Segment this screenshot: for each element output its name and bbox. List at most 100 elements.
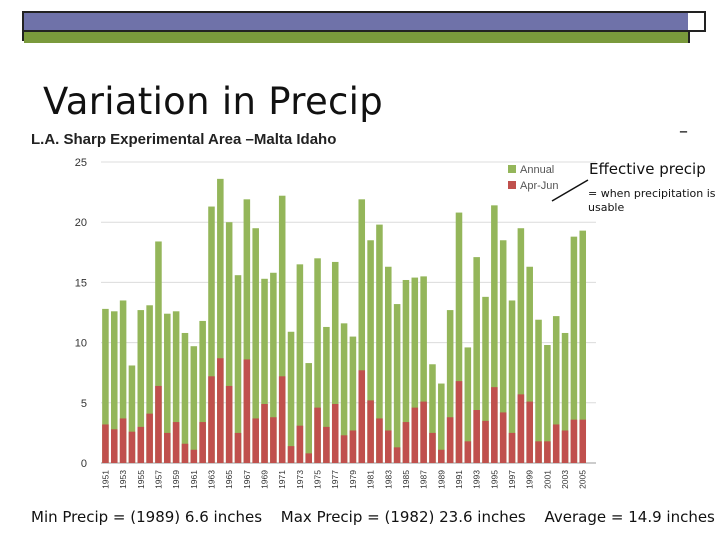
annual-bar-1951 bbox=[102, 308, 109, 463]
annual-bar-1983 bbox=[385, 266, 392, 463]
annual-bar-1998 bbox=[517, 228, 525, 463]
annual-bar-1962 bbox=[199, 320, 206, 463]
chart-title: L.A. Sharp Experimental Area –Malta Idah… bbox=[31, 131, 337, 148]
axis-layer: 0 5 10 15 20 25 1951 1953 1955 1957 1959 1961 1963 19… bbox=[75, 157, 588, 489]
aprjun-bar-1959 bbox=[172, 422, 180, 463]
annual-bar-1952 bbox=[110, 311, 118, 463]
aprjun-bar-1963 bbox=[208, 376, 215, 463]
aprjun-bar-1962 bbox=[199, 422, 206, 463]
annotation-pointer-line bbox=[551, 179, 589, 202]
aprjun-bar-1999 bbox=[526, 401, 533, 463]
aprjun-bar-1994 bbox=[482, 420, 489, 463]
aprjun-bar-1975 bbox=[314, 407, 321, 463]
x-tick-label: 2005 bbox=[578, 470, 588, 489]
annual-bar-1955 bbox=[137, 310, 145, 463]
annual-bar-1999 bbox=[526, 266, 533, 463]
header-corner-square-lower bbox=[688, 30, 706, 43]
annual-bar-1976 bbox=[323, 326, 330, 463]
x-tick-label: 1967 bbox=[242, 470, 252, 489]
aprjun-bar-1987 bbox=[420, 401, 427, 463]
annual-bar-1981 bbox=[367, 240, 374, 463]
aprjun-bar-1991 bbox=[455, 381, 463, 463]
legend-label-1: Apr-Jun bbox=[520, 180, 559, 192]
aprjun-bar-1953 bbox=[119, 418, 127, 463]
y-tick-label: 5 bbox=[81, 398, 87, 410]
annual-bar-1990 bbox=[446, 310, 454, 463]
aprjun-bar-1970 bbox=[270, 417, 277, 463]
annual-bar-2001 bbox=[544, 345, 551, 463]
legend-swatch-0 bbox=[508, 165, 516, 173]
aprjun-bar-1961 bbox=[190, 449, 198, 463]
x-tick-label: 2003 bbox=[560, 470, 570, 489]
min-precip-text: Min Precip = (1989) 6.6 inches bbox=[31, 508, 263, 526]
aprjun-bar-1958 bbox=[164, 432, 171, 463]
aprjun-bar-1960 bbox=[181, 443, 189, 463]
annual-bar-1979 bbox=[349, 336, 357, 463]
aprjun-bar-1989 bbox=[438, 449, 445, 463]
annual-bar-1957 bbox=[155, 241, 162, 463]
aprjun-bar-1985 bbox=[402, 422, 410, 463]
x-tick-label: 1953 bbox=[118, 470, 128, 489]
aprjun-bar-2004 bbox=[570, 419, 578, 463]
x-tick-label: 1999 bbox=[525, 470, 535, 489]
aprjun-bar-1986 bbox=[411, 407, 419, 463]
annual-bar-1966 bbox=[234, 275, 242, 463]
y-tick-label: 20 bbox=[75, 217, 87, 229]
aprjun-bar-2000 bbox=[535, 441, 542, 463]
legend-label-0: Annual bbox=[520, 164, 554, 176]
y-tick-label: 0 bbox=[81, 458, 87, 470]
aprjun-bar-1996 bbox=[499, 412, 507, 463]
annual-bar-1991 bbox=[455, 212, 463, 463]
slide-header-bar bbox=[22, 11, 706, 43]
annual-bar-2000 bbox=[535, 319, 542, 463]
annual-bar-1954 bbox=[128, 365, 136, 463]
annual-bar-1986 bbox=[411, 277, 419, 463]
y-tick-label: 10 bbox=[75, 338, 87, 350]
x-tick-label: 1987 bbox=[419, 470, 429, 489]
x-tick-label: 1973 bbox=[295, 470, 305, 489]
aprjun-bar-1957 bbox=[155, 385, 162, 463]
annual-bar-1978 bbox=[340, 323, 348, 463]
annual-bar-1974 bbox=[305, 363, 312, 463]
x-tick-label: 2001 bbox=[542, 470, 552, 489]
legend-swatch-1 bbox=[508, 181, 516, 189]
annual-bar-1969 bbox=[261, 278, 268, 463]
annual-bar-1996 bbox=[499, 240, 507, 463]
annual-bar-1982 bbox=[376, 224, 383, 463]
annual-bar-1973 bbox=[296, 264, 304, 463]
aprjun-bar-1971 bbox=[278, 376, 286, 463]
annual-bar-1953 bbox=[119, 300, 127, 463]
annual-bar-1988 bbox=[429, 364, 436, 463]
aprjun-bar-1952 bbox=[110, 429, 118, 463]
annual-bar-1956 bbox=[146, 305, 153, 463]
annual-bar-1989 bbox=[438, 383, 445, 463]
bars-layer bbox=[102, 178, 587, 464]
aprjun-bar-1967 bbox=[243, 359, 251, 463]
y-tick-label: 25 bbox=[75, 157, 87, 169]
aprjun-bar-1983 bbox=[385, 430, 392, 463]
aprjun-bar-1988 bbox=[429, 432, 436, 463]
annual-bar-1971 bbox=[278, 195, 286, 463]
average-precip-text: Average = 14.9 inches bbox=[544, 508, 715, 526]
annual-bar-1963 bbox=[208, 206, 215, 464]
x-tick-label: 1965 bbox=[224, 470, 234, 489]
x-tick-label: 1985 bbox=[401, 470, 411, 489]
aprjun-bar-1990 bbox=[446, 417, 454, 463]
annual-bar-1985 bbox=[402, 279, 410, 463]
x-tick-label: 1997 bbox=[507, 470, 517, 489]
x-tick-label: 1977 bbox=[330, 470, 340, 489]
x-tick-label: 1955 bbox=[136, 470, 146, 489]
stray-dash: – bbox=[679, 121, 688, 142]
aprjun-bar-2001 bbox=[544, 441, 551, 463]
aprjun-bar-1980 bbox=[358, 370, 366, 463]
x-tick-label: 1969 bbox=[260, 470, 270, 489]
annual-bar-1970 bbox=[270, 272, 277, 463]
annual-bar-1958 bbox=[164, 313, 171, 463]
stats-line: Min Precip = (1989) 6.6 inches Max Preci… bbox=[31, 508, 715, 526]
aprjun-bar-1977 bbox=[331, 404, 339, 463]
max-precip-text: Max Precip = (1982) 23.6 inches bbox=[280, 508, 526, 526]
aprjun-bar-1964 bbox=[217, 358, 224, 463]
annual-bar-2003 bbox=[561, 332, 569, 463]
aprjun-bar-1973 bbox=[296, 425, 304, 463]
